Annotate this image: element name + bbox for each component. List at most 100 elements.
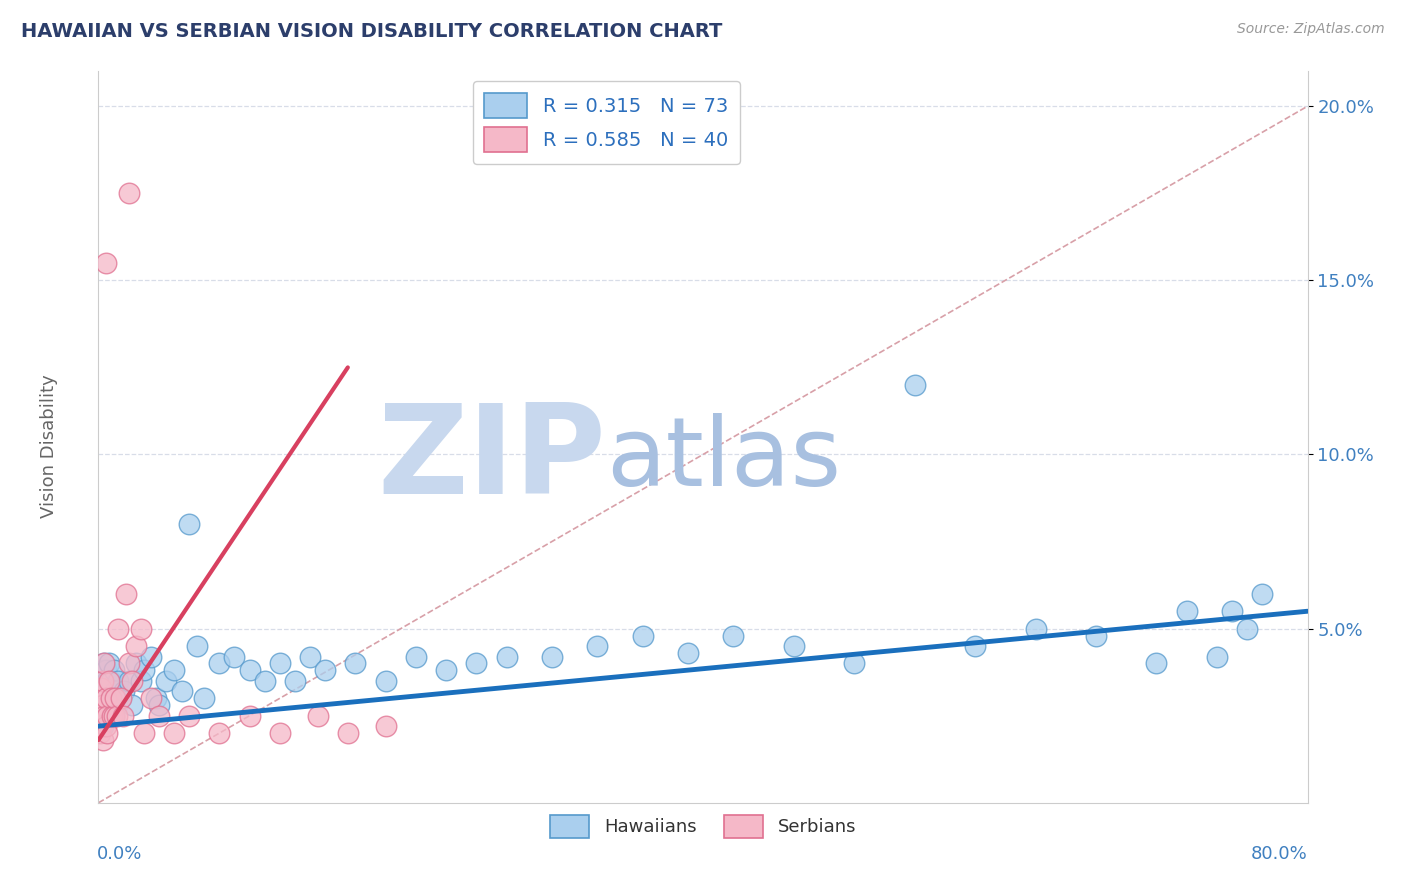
Hawaiians [103, 708, 125, 723]
Serbians [93, 708, 115, 723]
Serbians [94, 691, 117, 706]
Text: 80.0%: 80.0% [1251, 845, 1308, 863]
Serbians [163, 726, 186, 740]
Serbians [148, 708, 170, 723]
Hawaiians [1085, 629, 1108, 643]
Hawaiians [208, 657, 231, 671]
Hawaiians [93, 708, 115, 723]
Hawaiians [1236, 622, 1258, 636]
Serbians [90, 698, 112, 713]
Hawaiians [112, 684, 135, 698]
Serbians [121, 673, 143, 688]
Serbians [110, 691, 132, 706]
Hawaiians [904, 377, 927, 392]
Serbians [94, 719, 117, 733]
Hawaiians [94, 681, 117, 695]
Hawaiians [94, 664, 117, 678]
Hawaiians [163, 664, 186, 678]
Serbians [89, 726, 111, 740]
Serbians [307, 708, 329, 723]
Serbians [208, 726, 231, 740]
Hawaiians [103, 664, 125, 678]
Serbians [118, 657, 141, 671]
Serbians [90, 681, 112, 695]
Point [118, 186, 141, 201]
Serbians [91, 673, 114, 688]
Hawaiians [89, 691, 111, 706]
Hawaiians [141, 649, 163, 664]
Hawaiians [1206, 649, 1229, 664]
Hawaiians [100, 673, 122, 688]
Hawaiians [93, 657, 115, 671]
Serbians [141, 691, 163, 706]
Serbians [105, 708, 128, 723]
Legend: Hawaiians, Serbians: Hawaiians, Serbians [543, 807, 863, 845]
Hawaiians [495, 649, 517, 664]
Serbians [132, 726, 155, 740]
Hawaiians [170, 684, 193, 698]
Serbians [89, 691, 111, 706]
Serbians [101, 708, 124, 723]
Text: ZIP: ZIP [378, 399, 606, 519]
Hawaiians [118, 673, 141, 688]
Hawaiians [1220, 604, 1243, 618]
Serbians [100, 691, 122, 706]
Serbians [336, 726, 359, 740]
Serbians [114, 587, 136, 601]
Serbians [129, 622, 152, 636]
Hawaiians [186, 639, 208, 653]
Hawaiians [434, 664, 457, 678]
Hawaiians [284, 673, 307, 688]
Hawaiians [965, 639, 987, 653]
Serbians [104, 691, 127, 706]
Hawaiians [107, 673, 129, 688]
Serbians [179, 708, 201, 723]
Hawaiians [723, 629, 745, 643]
Text: Vision Disability: Vision Disability [41, 374, 58, 518]
Hawaiians [121, 698, 143, 713]
Hawaiians [1251, 587, 1274, 601]
Hawaiians [91, 719, 114, 733]
Hawaiians [100, 698, 122, 713]
Hawaiians [676, 646, 699, 660]
Hawaiians [224, 649, 246, 664]
Hawaiians [90, 684, 112, 698]
Hawaiians [129, 673, 152, 688]
Hawaiians [299, 649, 322, 664]
Hawaiians [89, 708, 111, 723]
Hawaiians [98, 691, 121, 706]
Hawaiians [239, 664, 262, 678]
Serbians [103, 708, 125, 723]
Hawaiians [540, 649, 562, 664]
Hawaiians [253, 673, 276, 688]
Hawaiians [269, 657, 291, 671]
Serbians [91, 733, 114, 747]
Hawaiians [586, 639, 609, 653]
Serbians [125, 639, 148, 653]
Hawaiians [155, 673, 177, 688]
Hawaiians [374, 673, 396, 688]
Hawaiians [98, 657, 121, 671]
Hawaiians [90, 698, 112, 713]
Hawaiians [101, 691, 124, 706]
Text: Source: ZipAtlas.com: Source: ZipAtlas.com [1237, 22, 1385, 37]
Serbians [89, 708, 111, 723]
Hawaiians [179, 517, 201, 532]
Hawaiians [93, 684, 115, 698]
Serbians [93, 657, 115, 671]
Hawaiians [145, 691, 167, 706]
Hawaiians [91, 691, 114, 706]
Text: HAWAIIAN VS SERBIAN VISION DISABILITY CORRELATION CHART: HAWAIIAN VS SERBIAN VISION DISABILITY CO… [21, 22, 723, 41]
Hawaiians [465, 657, 488, 671]
Serbians [111, 708, 134, 723]
Hawaiians [104, 684, 127, 698]
Hawaiians [1144, 657, 1167, 671]
Hawaiians [193, 691, 215, 706]
Serbians [269, 726, 291, 740]
Text: atlas: atlas [606, 412, 841, 506]
Hawaiians [344, 657, 367, 671]
Serbians [98, 673, 121, 688]
Serbians [96, 726, 118, 740]
Hawaiians [110, 691, 132, 706]
Hawaiians [1024, 622, 1046, 636]
